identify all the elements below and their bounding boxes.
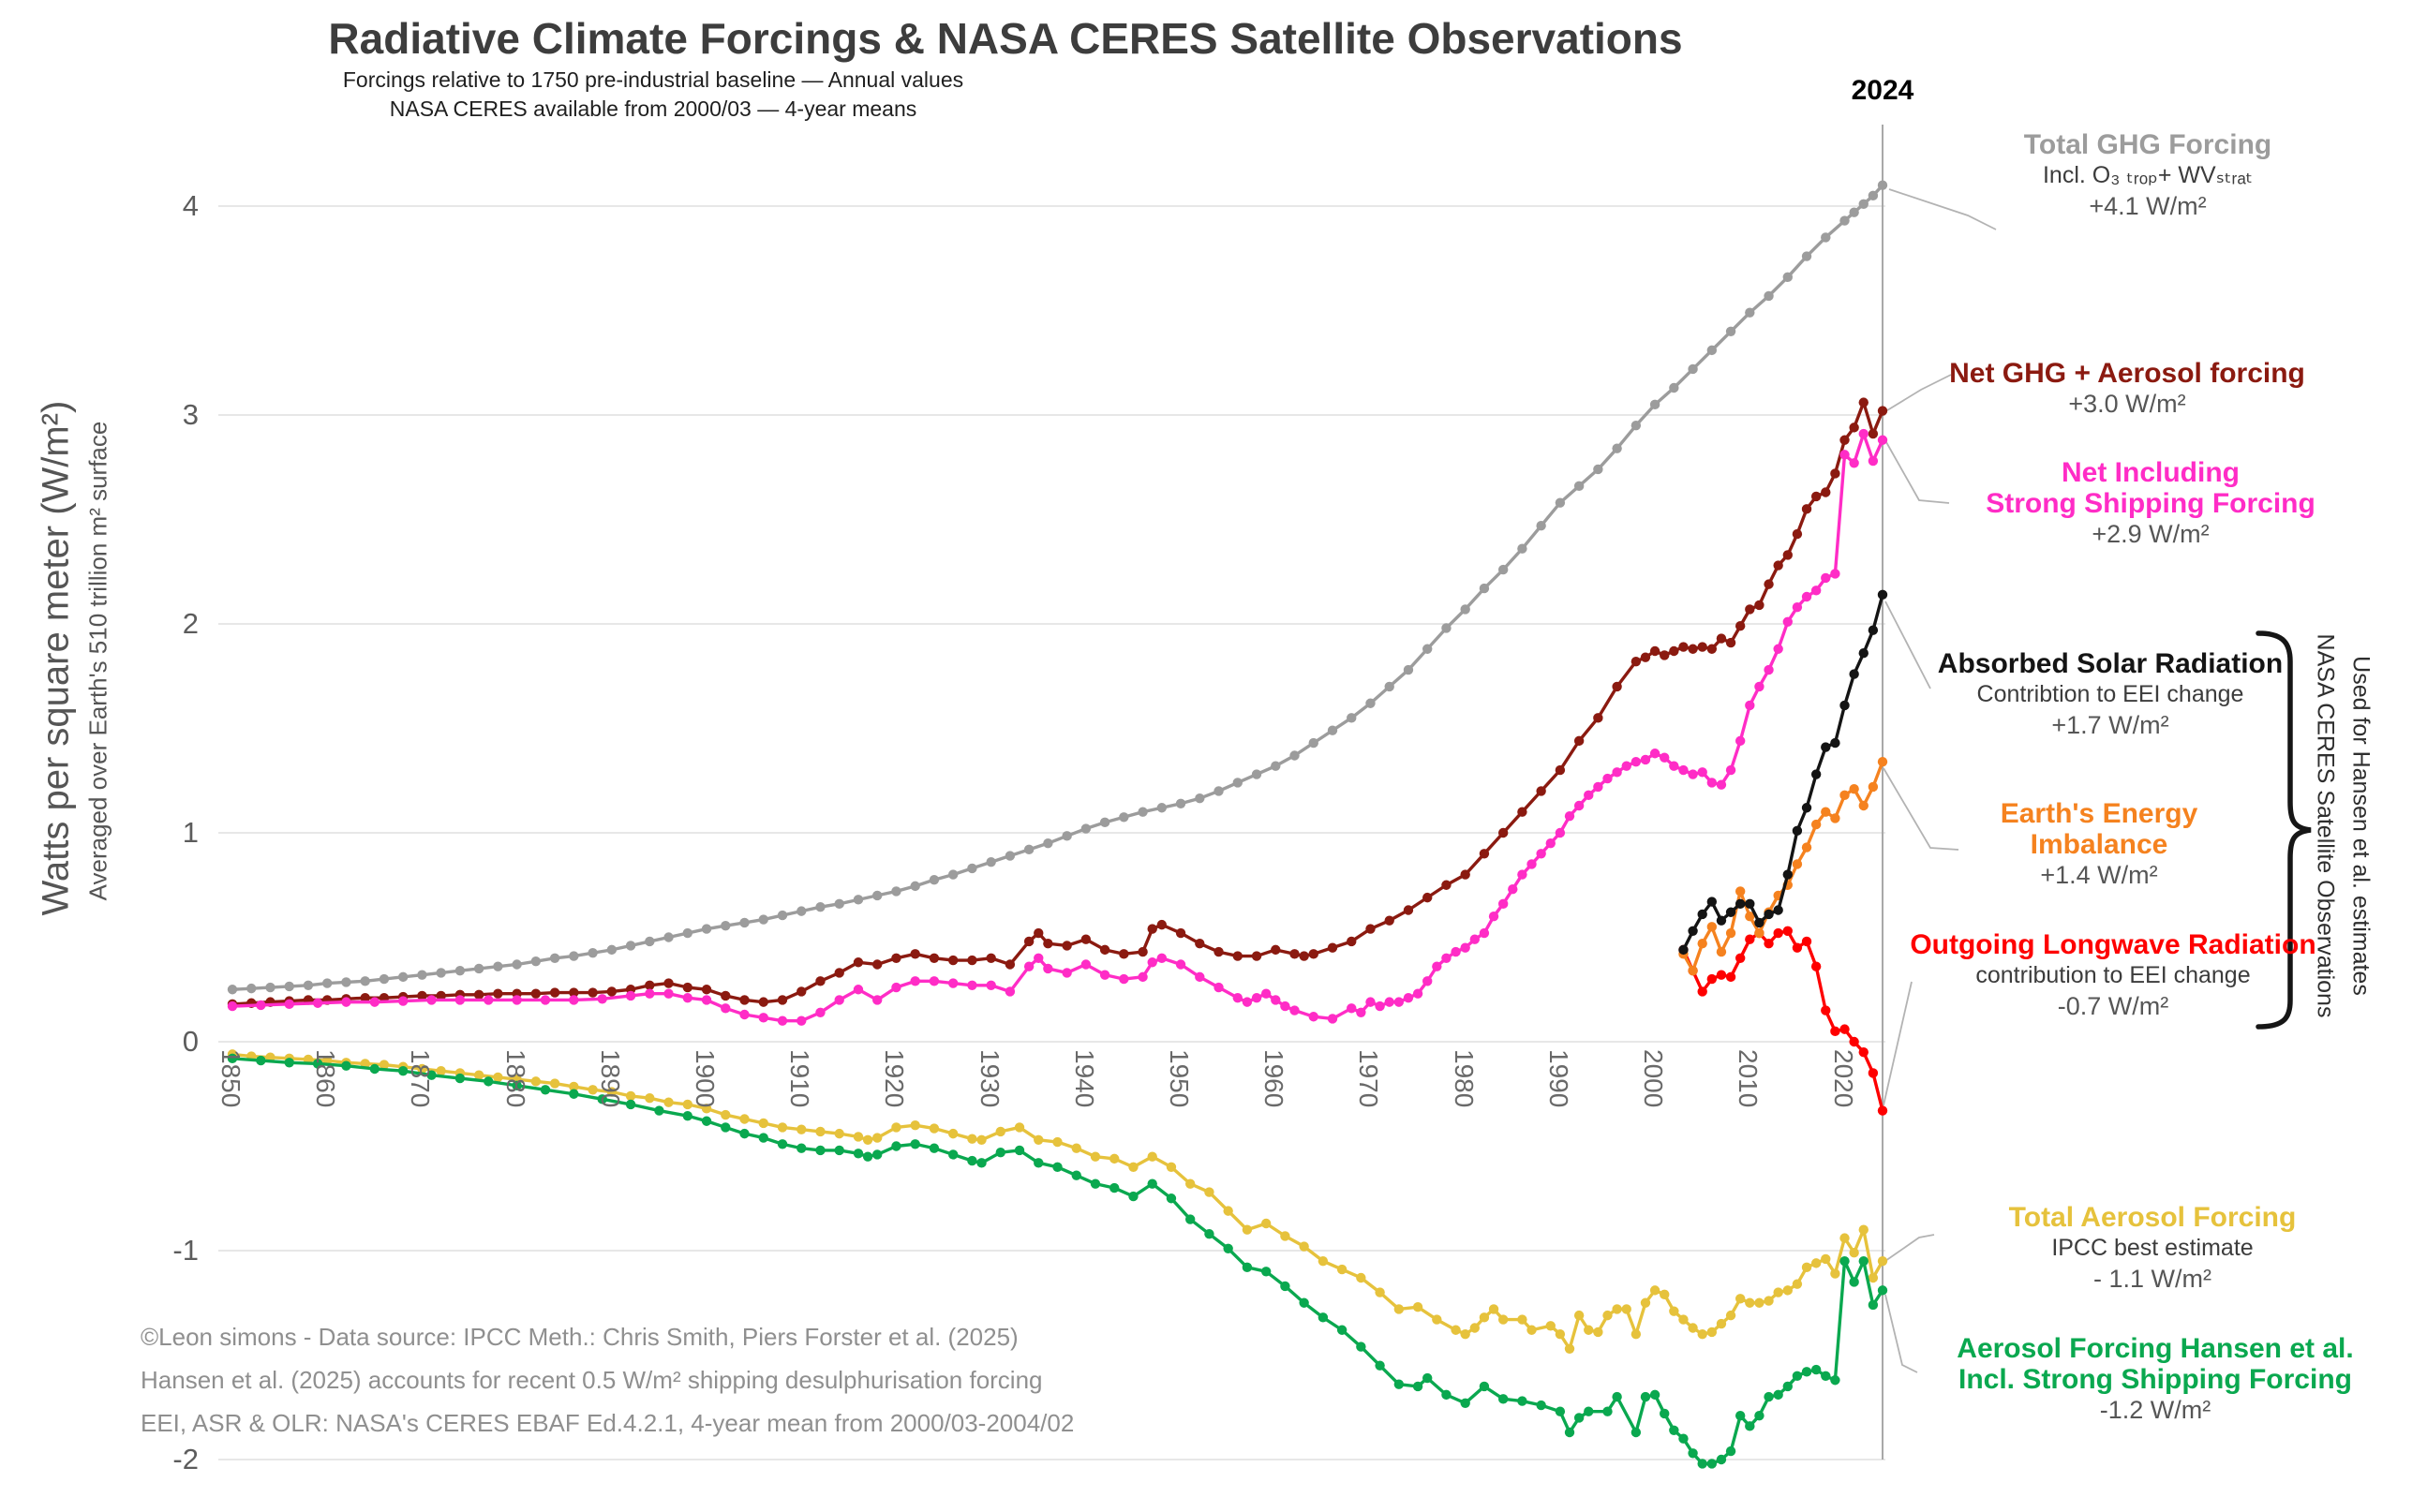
ceres-bracket-note-line-1: NASA CERES Satellite Observations xyxy=(2312,633,2339,1018)
x-tick-label: 1880 xyxy=(500,1049,530,1108)
y-tick-label: -1 xyxy=(172,1234,199,1267)
legend-olr: Outgoing Longwave Radiation contribution… xyxy=(1910,929,2315,1022)
legend-asr-value: +1.7 W/m² xyxy=(2051,711,2169,739)
x-tick-label: 1850 xyxy=(216,1049,246,1108)
x-tick-label: 1920 xyxy=(880,1049,910,1108)
legend-total-ghg: Total GHG Forcing Incl. O₃ ₜᵣₒₚ+ WVₛₜᵣₐₜ… xyxy=(2024,129,2271,222)
x-tick-label: 1870 xyxy=(406,1049,436,1108)
x-tick-label: 1960 xyxy=(1259,1049,1289,1108)
legend-aerosol-ipcc-title: Total Aerosol Forcing xyxy=(2008,1202,2297,1233)
series-asr xyxy=(1678,589,1888,956)
legend-net-ghg-aerosol: Net GHG + Aerosol forcing +3.0 W/m² xyxy=(1949,358,2305,420)
legend-asr-title: Absorbed Solar Radiation xyxy=(1937,648,2284,679)
legend-eei-title-1: Earth's Energy xyxy=(2000,798,2198,829)
y-tick-label: -2 xyxy=(172,1443,199,1475)
series-net_shipping xyxy=(227,428,1888,1026)
series-aerosol_hansen xyxy=(227,1053,1888,1469)
attribution: ©Leon simons - Data source: IPCC Meth.: … xyxy=(141,1315,1074,1445)
legend-aerosol-hansen-value: -1.2 W/m² xyxy=(2099,1396,2211,1424)
x-tick-label: 1930 xyxy=(975,1049,1005,1108)
legend-eei-title-2: Imbalance xyxy=(2030,829,2168,860)
leader-lines xyxy=(1883,188,1997,1373)
x-tick-label: 1990 xyxy=(1543,1049,1573,1108)
legend-aerosol-hansen-title-1: Aerosol Forcing Hansen et al. xyxy=(1957,1333,2354,1364)
legend-eei: Earth's Energy Imbalance +1.4 W/m² xyxy=(2001,798,2198,891)
legend-olr-sub: contribution to EEI change xyxy=(1975,962,2251,988)
gridlines xyxy=(218,205,1885,1460)
legend-asr: Absorbed Solar Radiation Contribtion to … xyxy=(1938,648,2283,741)
legend-aerosol-hansen-title-2: Incl. Strong Shipping Forcing xyxy=(1958,1364,2352,1395)
legend-net-shipping-value: +2.9 W/m² xyxy=(2092,520,2210,548)
attribution-line-2: Hansen et al. (2025) accounts for recent… xyxy=(141,1366,1043,1394)
y-tick-label: 0 xyxy=(182,1025,199,1058)
series-net_ghg_aerosol xyxy=(227,397,1888,1010)
ceres-bracket-note-line-2: Used for Hansen et al. estimates xyxy=(2347,656,2375,996)
legend-net-shipping: Net Including Strong Shipping Forcing +2… xyxy=(1986,457,2315,550)
legend-aerosol-ipcc: Total Aerosol Forcing IPCC best estimate… xyxy=(2009,1202,2297,1295)
legend-net-shipping-title-1: Net Including xyxy=(2062,457,2240,488)
legend-olr-value: -0.7 W/m² xyxy=(2057,992,2169,1020)
x-tick-label: 2010 xyxy=(1734,1049,1764,1108)
x-tick-label: 1910 xyxy=(785,1049,815,1108)
y-tick-label: 3 xyxy=(182,398,199,431)
attribution-line-3: EEI, ASR & OLR: NASA's CERES EBAF Ed.4.2… xyxy=(141,1409,1075,1437)
y-axis-label: Watts per square meter (W/m²) xyxy=(35,400,77,916)
legend-eei-value: +1.4 W/m² xyxy=(2040,861,2158,889)
x-tick-label: 1950 xyxy=(1165,1049,1195,1108)
y-tick-label: 2 xyxy=(182,607,199,640)
legend-total-ghg-title: Total GHG Forcing xyxy=(2023,129,2272,160)
legend-aerosol-ipcc-value: - 1.1 W/m² xyxy=(2093,1265,2211,1293)
chart-subtitle-1: Forcings relative to 1750 pre-industrial… xyxy=(342,67,964,92)
legend-net-ghg-aerosol-value: +3.0 W/m² xyxy=(2068,390,2186,418)
legend-asr-sub: Contribtion to EEI change xyxy=(1976,681,2244,707)
ceres-brace xyxy=(2256,630,2312,1030)
legend-aerosol-hansen: Aerosol Forcing Hansen et al. Incl. Stro… xyxy=(1957,1333,2353,1426)
legend-total-ghg-sub: Incl. O₃ ₜᵣₒₚ+ WVₛₜᵣₐₜ xyxy=(2042,162,2254,188)
y-tick-label: 4 xyxy=(182,189,199,222)
series-eei xyxy=(1678,756,1888,976)
attribution-line-1: ©Leon simons - Data source: IPCC Meth.: … xyxy=(141,1323,1019,1351)
series-total_ghg xyxy=(227,180,1888,995)
x-tick-label: 1860 xyxy=(311,1049,341,1108)
legend-total-ghg-value: +4.1 W/m² xyxy=(2089,192,2207,220)
legend-aerosol-ipcc-sub: IPCC best estimate xyxy=(2051,1235,2254,1261)
x-tick-label: 1980 xyxy=(1449,1049,1479,1108)
x-tick-label: 1940 xyxy=(1069,1049,1099,1108)
legend-net-shipping-title-2: Strong Shipping Forcing xyxy=(1986,488,2315,519)
end-year-label: 2024 xyxy=(1851,75,1914,106)
legend-net-ghg-aerosol-title: Net GHG + Aerosol forcing xyxy=(1949,358,2305,389)
chart-title: Radiative Climate Forcings & NASA CERES … xyxy=(328,14,1683,63)
x-tick-label: 2020 xyxy=(1828,1049,1858,1108)
series-aerosol_ipcc xyxy=(227,1049,1888,1355)
x-tick-label: 1970 xyxy=(1354,1049,1384,1108)
chart-subtitle-2: NASA CERES available from 2000/03 — 4-ye… xyxy=(389,96,917,121)
x-tick-label: 1890 xyxy=(595,1049,625,1108)
y-axis-sublabel: Averaged over Earth's 510 trillion m² su… xyxy=(83,421,112,901)
x-tick-label: 2000 xyxy=(1639,1049,1669,1108)
y-tick-label: 1 xyxy=(182,816,199,849)
legend-olr-title: Outgoing Longwave Radiation xyxy=(1910,929,2316,960)
x-tick-label: 1900 xyxy=(691,1049,721,1108)
